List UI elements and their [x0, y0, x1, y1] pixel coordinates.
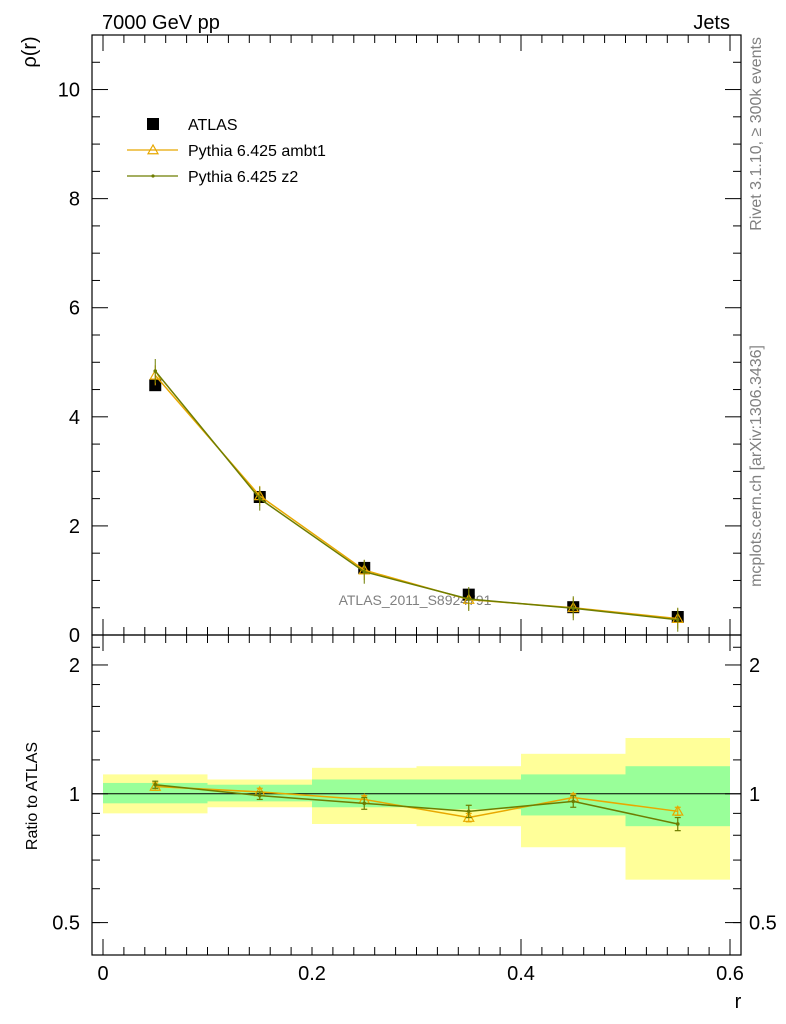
- ratio-panel: 0.5 0.5 1 1 2 2 0 0.2 0.4 0.6 Ratio to ATLAS r: [24, 635, 777, 1013]
- y-tick-label: 2: [69, 516, 80, 538]
- x-tick-label: 0.2: [298, 963, 326, 985]
- xlabel: r: [735, 991, 742, 1013]
- main-ticks: 0 2 4 6 8 10: [58, 34, 741, 647]
- legend-z2-marker: [151, 174, 155, 178]
- ratio-z2-point: [362, 801, 367, 806]
- rivet-label: Rivet 3.1.10, ≥ 300k events: [748, 37, 765, 231]
- ratio-ylabel: Ratio to ATLAS: [24, 742, 41, 850]
- y-tick-label: 6: [69, 298, 80, 320]
- legend-ambt1-marker: [146, 143, 160, 155]
- ratio-z2-line: [155, 783, 678, 825]
- ratio-ticks: 0.5 0.5 1 1 2 2 0 0.2 0.4 0.6: [52, 635, 777, 985]
- ratio-tick-label-left: 0.5: [52, 913, 80, 935]
- ratio-tick-label-right: 1: [749, 784, 760, 806]
- y-tick-label: 4: [69, 407, 80, 429]
- ratio-tick-label-left: 1: [69, 784, 80, 806]
- watermark: ATLAS_2011_S8924791: [339, 592, 492, 608]
- ratio-ambt1-line: [155, 785, 678, 819]
- main-series: [149, 359, 684, 632]
- z2-point: [466, 597, 471, 601]
- ratio-frame: [91, 634, 742, 956]
- ratio-series: [149, 780, 684, 832]
- header-left: 7000 GeV pp: [102, 12, 220, 34]
- y-tick-label: 10: [58, 80, 80, 102]
- ratio-ambt1-point: [149, 780, 162, 791]
- ratio-z2-point: [257, 793, 262, 798]
- main-ylabel: ρ(r): [19, 36, 41, 67]
- ratio-tick-label-right: 0.5: [749, 913, 777, 935]
- legend: ATLAS Pythia 6.425 ambt1 Pythia 6.425 z2: [127, 117, 326, 186]
- ratio-ambt1-point: [671, 805, 684, 816]
- ratio-tick-label-right: 2: [749, 655, 760, 677]
- legend-label: Pythia 6.425 z2: [188, 169, 298, 186]
- z2-line: [154, 370, 678, 621]
- mcplots-label: mcplots.cern.ch [arXiv:1306.3436]: [748, 345, 765, 587]
- x-tick-label: 0.4: [507, 963, 535, 985]
- ratio-ambt1-point: [462, 811, 475, 822]
- y-tick-label: 0: [69, 625, 80, 647]
- header-right: Jets: [693, 12, 730, 34]
- legend-label: Pythia 6.425 ambt1: [188, 143, 326, 160]
- z2-point: [362, 569, 367, 574]
- x-tick-label: 0.6: [716, 963, 744, 985]
- z2-point: [153, 369, 158, 373]
- ratio-z2-point: [153, 782, 158, 787]
- z2-point: [571, 606, 576, 611]
- ambt1-line: [154, 374, 678, 620]
- ratio-z2-point: [571, 799, 576, 804]
- x-tick-label: 0: [97, 963, 108, 985]
- ratio-z2-point: [466, 809, 471, 814]
- main-panel: ATLAS_2011_S8924791 0 2 4 6 8 10 ATLAS Pythia …: [19, 34, 741, 647]
- z2-point: [675, 617, 680, 622]
- legend-atlas-marker: [147, 118, 159, 130]
- z2-point: [257, 496, 262, 501]
- ratio-tick-label-left: 2: [69, 655, 80, 677]
- band-inner: [416, 779, 521, 810]
- y-tick-label: 8: [69, 189, 80, 211]
- legend-label: ATLAS: [188, 117, 238, 134]
- ratio-z2-point: [675, 822, 680, 826]
